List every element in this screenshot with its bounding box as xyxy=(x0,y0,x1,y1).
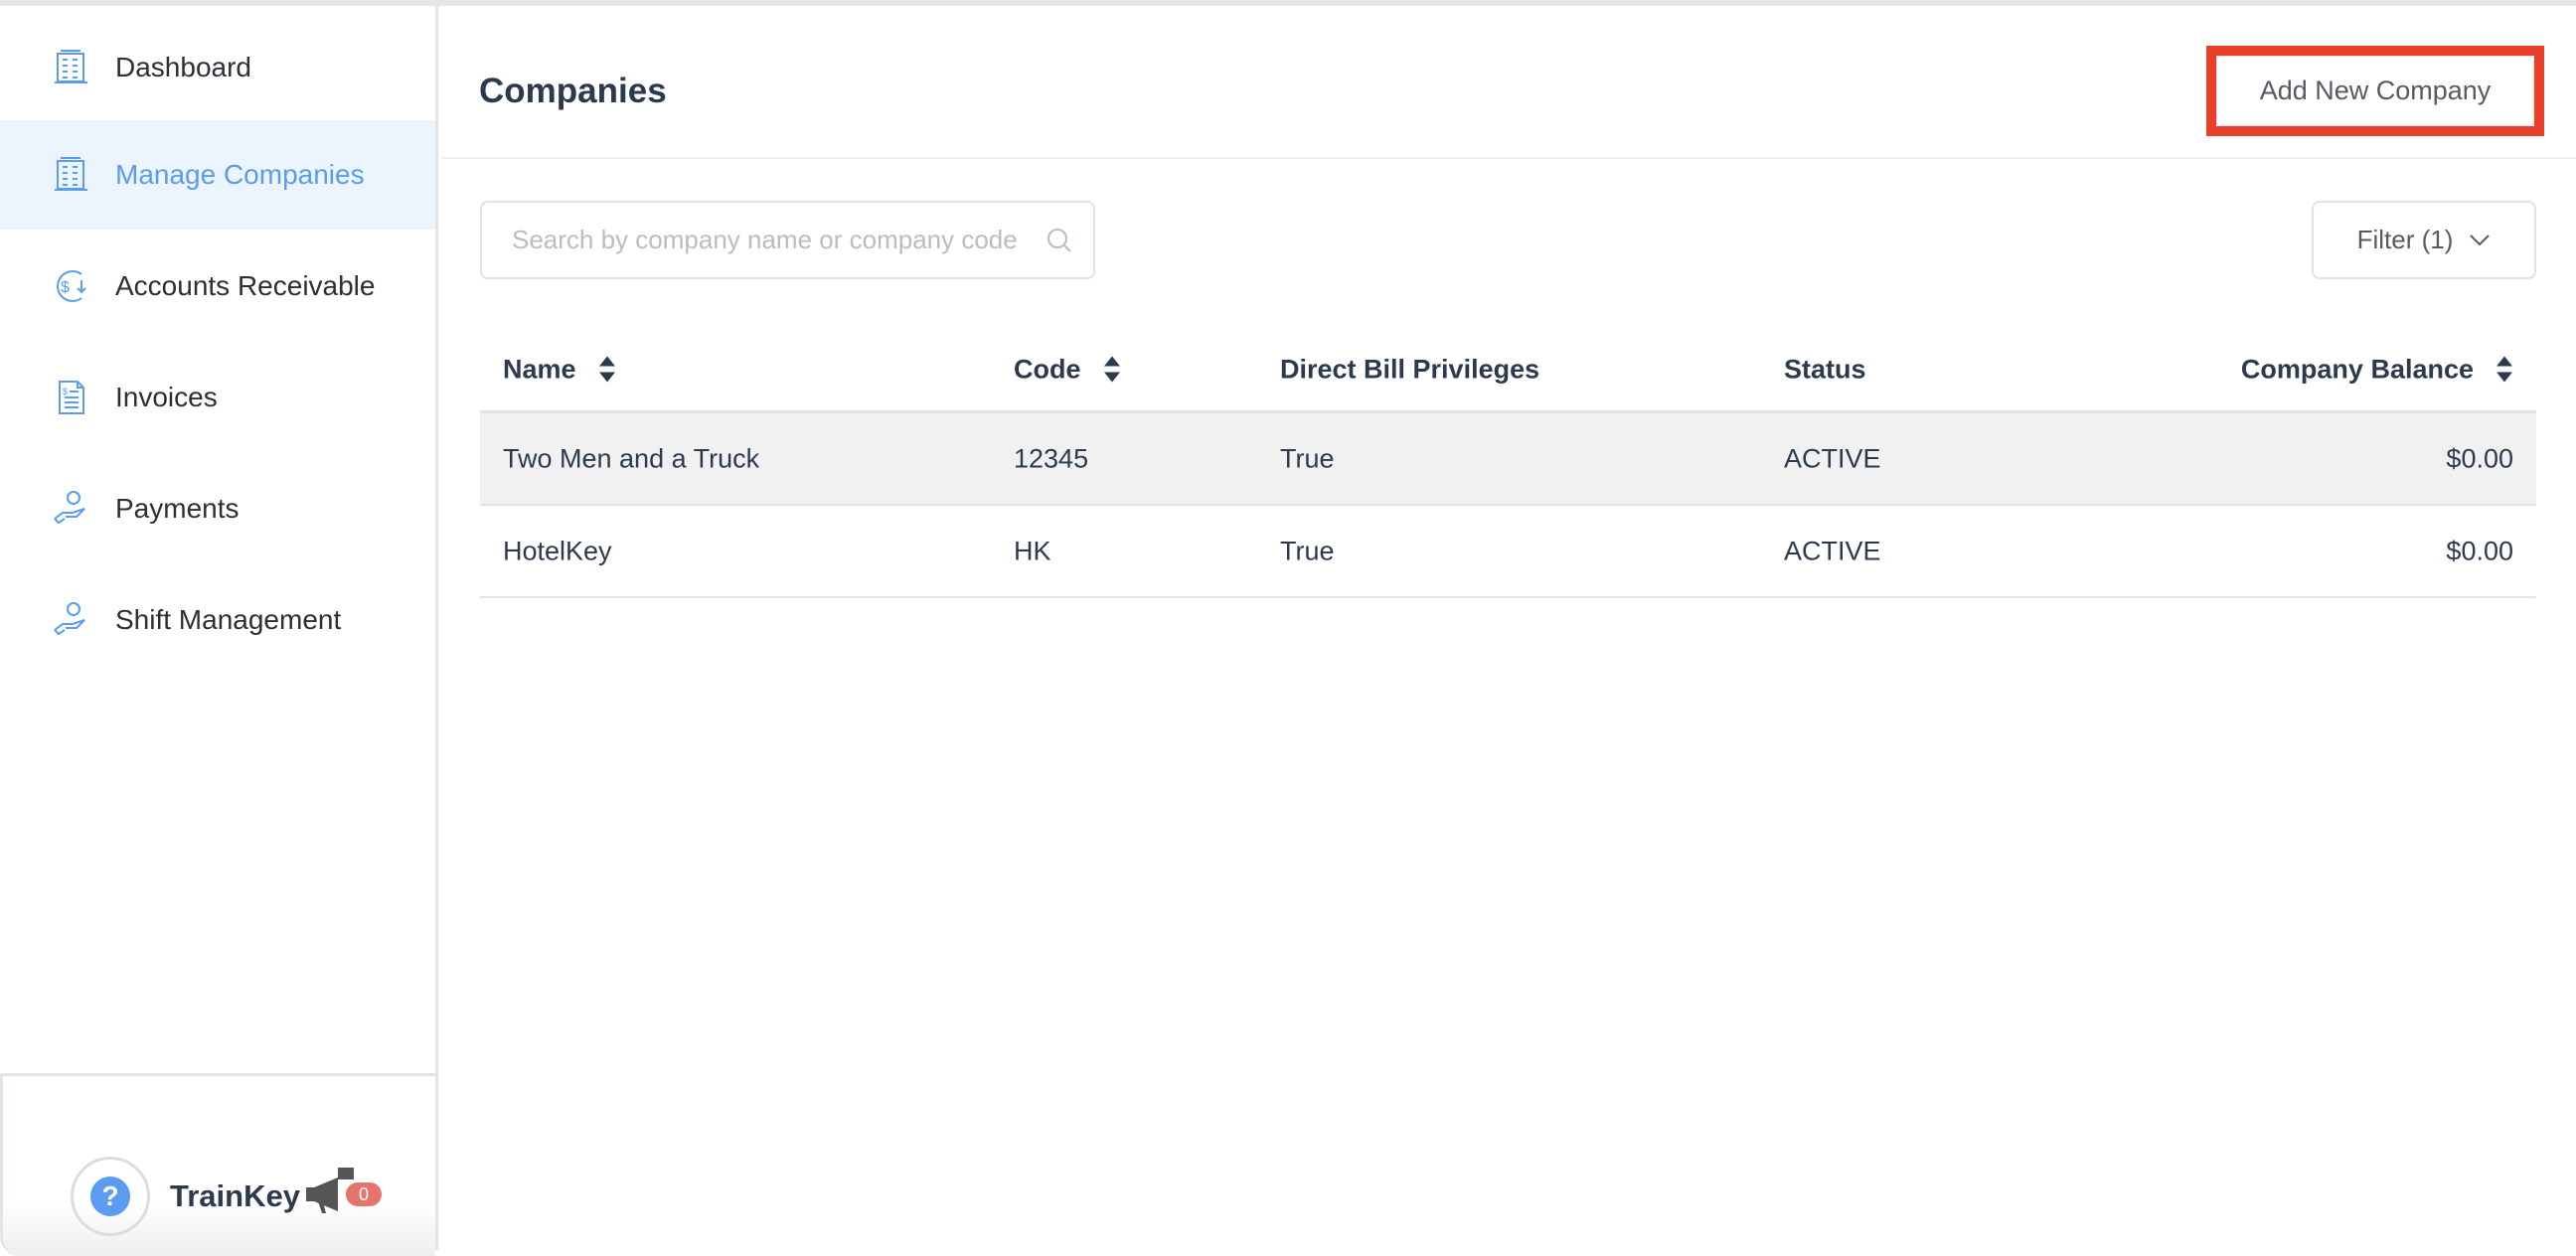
sidebar-item-label: Accounts Receivable xyxy=(115,270,376,301)
column-header-direct-bill: Direct Bill Privileges xyxy=(1280,354,1540,384)
filter-button[interactable]: Filter (1) xyxy=(2312,201,2536,279)
sidebar-item-accounts-receivable[interactable]: $ Accounts Receivable xyxy=(0,232,435,341)
search-box xyxy=(480,201,1095,279)
svg-text:$: $ xyxy=(61,279,70,296)
cell-name: Two Men and a Truck xyxy=(503,443,760,473)
sidebar-item-label: Dashboard xyxy=(115,52,251,82)
megaphone-icon[interactable] xyxy=(304,1166,384,1215)
building-icon xyxy=(55,50,87,83)
cell-code: 12345 xyxy=(1014,443,1089,473)
sort-icon[interactable] xyxy=(2496,355,2513,385)
sidebar-item-manage-companies[interactable]: Manage Companies xyxy=(0,120,435,230)
sidebar-item-dashboard[interactable]: Dashboard xyxy=(0,13,435,122)
window-top-border xyxy=(0,0,2576,6)
sidebar-item-label: Manage Companies xyxy=(115,159,365,190)
cell-direct-bill: True xyxy=(1280,443,1335,473)
companies-table: Name Code Direct Bill Privileges Status … xyxy=(480,328,2536,598)
chevron-down-icon xyxy=(2470,234,2491,245)
table-row[interactable]: Two Men and a Truck 12345 True ACTIVE $0… xyxy=(480,413,2536,506)
table-header: Name Code Direct Bill Privileges Status … xyxy=(480,328,2536,413)
column-label: Company Balance xyxy=(2240,354,2474,384)
sidebar-footer: ? TrainKey 0 xyxy=(0,1073,435,1256)
column-header-name[interactable]: Name xyxy=(503,354,616,385)
search-input[interactable] xyxy=(512,225,1046,255)
sidebar-item-label: Invoices xyxy=(115,382,218,412)
page-header: Companies xyxy=(441,6,2576,159)
column-label: Code xyxy=(1014,354,1081,384)
column-label: Name xyxy=(503,354,576,384)
cell-status: ACTIVE xyxy=(1784,536,1881,565)
add-new-company-button[interactable]: Add New Company xyxy=(2216,56,2534,126)
page-title: Companies xyxy=(479,72,667,110)
sidebar-item-label: Shift Management xyxy=(115,604,342,635)
cell-balance: $0.00 xyxy=(2446,536,2513,565)
search-icon[interactable] xyxy=(1046,227,1073,254)
hand-coin-icon xyxy=(54,602,85,636)
sort-icon[interactable] xyxy=(598,355,616,385)
sort-icon[interactable] xyxy=(1103,355,1121,385)
filter-label: Filter (1) xyxy=(2356,225,2454,254)
sidebar-item-invoices[interactable]: $ Invoices xyxy=(0,343,435,452)
cell-direct-bill: True xyxy=(1280,536,1335,565)
cell-balance: $0.00 xyxy=(2446,443,2513,473)
svg-text:$: $ xyxy=(63,387,68,396)
column-header-code[interactable]: Code xyxy=(1014,354,1121,385)
cell-code: HK xyxy=(1014,536,1051,565)
sidebar-item-shift-management[interactable]: Shift Management xyxy=(0,565,435,675)
column-header-balance[interactable]: Company Balance xyxy=(2241,354,2513,385)
cell-status: ACTIVE xyxy=(1784,443,1881,473)
brand-name: TrainKey xyxy=(170,1178,300,1213)
sidebar: Dashboard Manage Companies $ Accounts Re… xyxy=(0,6,438,1256)
hand-coin-icon xyxy=(54,491,85,525)
add-company-highlight: Add New Company xyxy=(2206,46,2544,136)
building-icon xyxy=(55,157,87,191)
help-button[interactable]: ? xyxy=(71,1157,150,1236)
dollar-cycle-icon: $ xyxy=(57,270,86,302)
table-row[interactable]: HotelKey HK True ACTIVE $0.00 xyxy=(480,506,2536,598)
column-header-status: Status xyxy=(1784,354,1866,384)
sidebar-item-payments[interactable]: Payments xyxy=(0,454,435,563)
cell-name: HotelKey xyxy=(503,536,612,565)
invoice-icon: $ xyxy=(59,381,84,414)
help-icon: ? xyxy=(90,1177,130,1216)
notification-badge: 0 xyxy=(346,1182,382,1206)
sidebar-item-label: Payments xyxy=(115,493,240,524)
